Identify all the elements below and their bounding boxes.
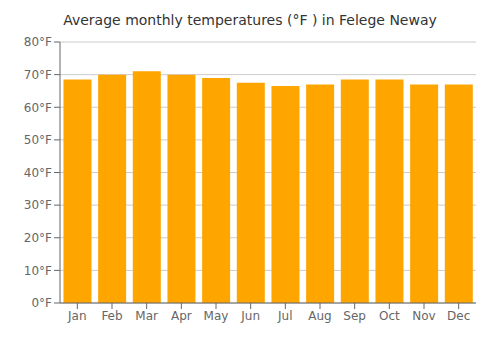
svg-text:Jun: Jun bbox=[240, 309, 260, 323]
svg-text:Apr: Apr bbox=[171, 309, 192, 323]
svg-text:Jan: Jan bbox=[67, 309, 87, 323]
svg-text:Oct: Oct bbox=[379, 309, 400, 323]
svg-text:40°F: 40°F bbox=[24, 166, 52, 180]
svg-text:Feb: Feb bbox=[101, 309, 122, 323]
html-text:Average monthly temperatures (: Average monthly temperatures (°F ) in Fe… bbox=[63, 12, 437, 28]
svg-text:Sep: Sep bbox=[343, 309, 366, 323]
svg-text:0°F: 0°F bbox=[31, 296, 52, 310]
svg-text:Dec: Dec bbox=[447, 309, 470, 323]
svg-text:Mar: Mar bbox=[135, 309, 158, 323]
svg-text:Nov: Nov bbox=[412, 309, 435, 323]
svg-text:May: May bbox=[204, 309, 229, 323]
svg-text:70°F: 70°F bbox=[24, 68, 52, 82]
svg-text:80°F: 80°F bbox=[24, 35, 52, 49]
svg-text:Aug: Aug bbox=[308, 309, 331, 323]
svg-text:Jul: Jul bbox=[277, 309, 292, 323]
svg-text:30°F: 30°F bbox=[24, 198, 52, 212]
svg-text:60°F: 60°F bbox=[24, 101, 52, 115]
svg-text:10°F: 10°F bbox=[24, 264, 52, 278]
svg-text:20°F: 20°F bbox=[24, 231, 52, 245]
svg-text:50°F: 50°F bbox=[24, 133, 52, 147]
